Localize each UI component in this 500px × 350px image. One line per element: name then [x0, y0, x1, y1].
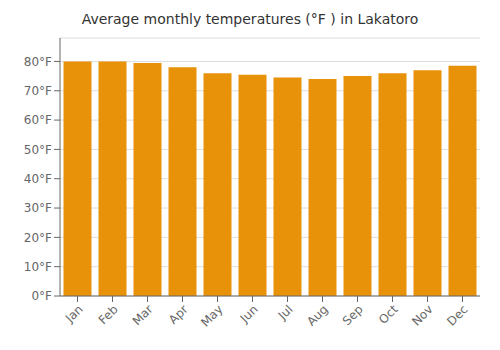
svg-text:Nov: Nov [409, 302, 435, 328]
svg-text:Dec: Dec [444, 302, 470, 328]
svg-text:80°F: 80°F [24, 55, 52, 69]
svg-text:0°F: 0°F [31, 289, 52, 303]
svg-text:50°F: 50°F [24, 143, 52, 157]
svg-text:70°F: 70°F [24, 84, 52, 98]
svg-text:Sep: Sep [340, 302, 366, 328]
svg-text:40°F: 40°F [24, 172, 52, 186]
svg-text:Jul: Jul [275, 302, 296, 323]
svg-text:May: May [198, 302, 225, 329]
svg-text:60°F: 60°F [24, 113, 52, 127]
svg-text:Apr: Apr [166, 302, 191, 327]
svg-text:Jan: Jan [62, 302, 86, 326]
svg-text:Aug: Aug [304, 302, 330, 328]
svg-text:Mar: Mar [130, 302, 156, 328]
svg-text:10°F: 10°F [24, 260, 52, 274]
svg-text:30°F: 30°F [24, 201, 52, 215]
svg-text:20°F: 20°F [24, 231, 52, 245]
svg-text:Jun: Jun [237, 302, 261, 326]
html-text:Average monthly temperatures (: Average monthly temperatures (°F ) in La… [81, 11, 419, 27]
svg-text:Oct: Oct [376, 302, 401, 327]
svg-text:Feb: Feb [96, 302, 121, 327]
